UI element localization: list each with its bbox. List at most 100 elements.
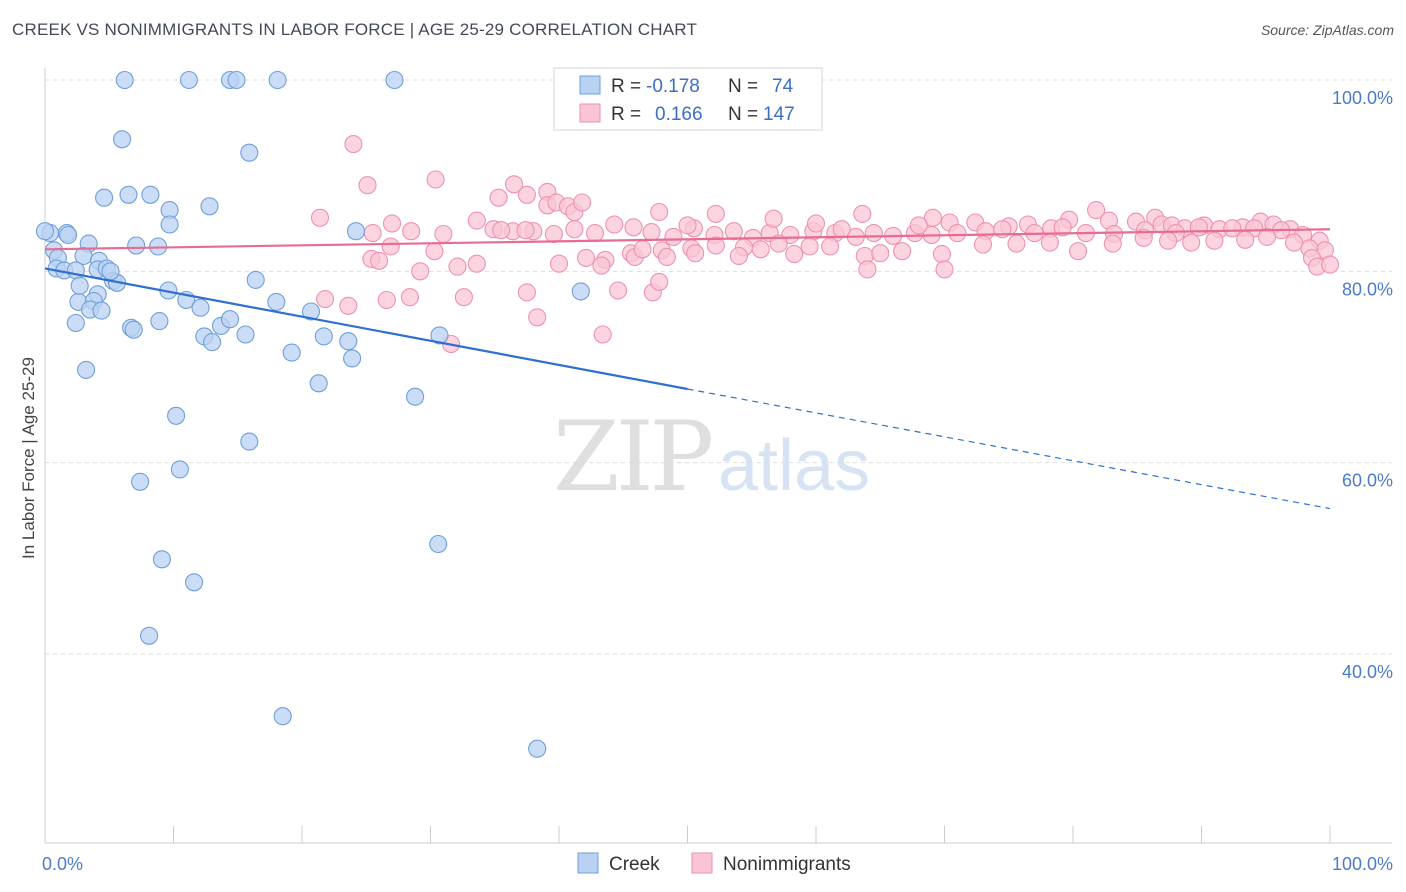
nonimmigrants-point: [467, 211, 486, 230]
creek-point: [179, 70, 198, 90]
legend-creek-r-value: -0.178: [646, 76, 700, 97]
nonimmigrants-point: [729, 246, 748, 266]
source-label: Source: ZipAtlas.com: [1260, 22, 1394, 38]
legend-swatch-nonimmigrants: [579, 103, 601, 123]
nonimmigrants-points: [310, 135, 1340, 354]
nonimmigrants-point: [363, 224, 382, 243]
creek-point: [301, 302, 321, 321]
nonimmigrants-point: [425, 242, 444, 261]
creek-point: [267, 292, 286, 311]
grid-lines: [45, 79, 1392, 655]
legend-creek-n-value: 74: [772, 76, 794, 97]
bottom-legend-nonimmigrants: Nonimmigrants: [723, 854, 851, 875]
nonimmigrants-point: [1320, 255, 1340, 274]
nonimmigrants-point: [800, 237, 819, 256]
creek-point: [282, 343, 301, 362]
nonimmigrants-point: [310, 208, 330, 227]
nonimmigrants-point: [344, 135, 363, 154]
nonimmigrants-point: [1182, 233, 1201, 252]
creek-point: [240, 432, 259, 451]
nonimmigrants-point: [973, 235, 993, 254]
creek-point: [101, 262, 120, 281]
creek-point: [406, 387, 425, 406]
creek-point: [167, 406, 186, 425]
nonimmigrants-point: [1223, 219, 1242, 238]
creek-point: [430, 326, 449, 345]
creek-point: [339, 332, 358, 351]
nonimmigrants-point: [434, 224, 453, 244]
nonimmigrants-point: [785, 245, 804, 264]
creek-point: [140, 626, 159, 645]
creek-point: [314, 327, 333, 346]
nonimmigrants-point: [1257, 227, 1277, 246]
nonimmigrants-point: [1159, 231, 1178, 250]
nonimmigrants-point: [1053, 218, 1072, 237]
nonimmigrants-point: [932, 245, 951, 264]
creek-trend-line-dashed: [687, 388, 1331, 510]
creek-point: [240, 143, 259, 162]
y-tick-label: 60.0%: [1342, 471, 1393, 491]
nonimmigrants-point: [382, 214, 402, 233]
nonimmigrants-point: [504, 175, 524, 194]
nonimmigrants-point: [585, 224, 605, 243]
creek-point: [59, 225, 78, 245]
nonimmigrants-point: [516, 221, 535, 240]
nonimmigrants-point: [686, 244, 705, 263]
legend-swatch-creek: [579, 75, 601, 95]
creek-point: [246, 270, 265, 289]
creek-point: [119, 185, 138, 204]
legend-non-n-value: 147: [763, 104, 795, 125]
creek-point: [268, 70, 287, 90]
nonimmigrants-point: [1103, 234, 1122, 253]
creek-point: [528, 739, 547, 758]
nonimmigrants-point: [544, 224, 563, 244]
y-axis-label: In Labor Force | Age 25-29: [19, 357, 38, 559]
nonimmigrants-point: [1007, 234, 1026, 253]
nonimmigrants-point: [935, 260, 954, 279]
nonimmigrants-point: [565, 220, 584, 239]
nonimmigrants-point: [528, 308, 547, 327]
nonimmigrants-point: [650, 202, 669, 222]
nonimmigrants-point: [592, 256, 611, 275]
nonimmigrants-point: [1284, 233, 1304, 252]
chart-title: CREEK VS NONIMMIGRANTS IN LABOR FORCE | …: [12, 20, 698, 39]
creek-point: [131, 472, 150, 491]
creek-point: [35, 222, 55, 241]
nonimmigrants-point: [605, 215, 624, 234]
nonimmigrants-point: [609, 281, 628, 300]
creek-point: [220, 310, 240, 329]
nonimmigrants-point: [853, 204, 872, 223]
nonimmigrants-point: [448, 257, 467, 276]
nonimmigrants-point: [549, 254, 569, 273]
nonimmigrants-trend-line: [44, 228, 1331, 251]
creek-point: [236, 325, 255, 344]
creek-trend-line: [44, 267, 688, 391]
watermark: ZIP atlas: [553, 401, 870, 513]
nonimmigrants-point: [1040, 233, 1059, 252]
creek-point: [429, 534, 448, 554]
creek-point: [309, 374, 328, 393]
axes: [44, 68, 1392, 844]
nonimmigrants-point: [678, 216, 697, 235]
nonimmigrants-point: [806, 214, 826, 233]
nonimmigrants-point: [358, 176, 377, 195]
nonimmigrants-point: [642, 223, 661, 242]
creek-point: [203, 333, 222, 352]
nonimmigrants-point: [1069, 242, 1088, 261]
creek-points: [35, 70, 590, 758]
nonimmigrants-point: [1236, 230, 1255, 249]
nonimmigrants-point: [1205, 231, 1224, 250]
nonimmigrants-point: [426, 170, 445, 189]
nonimmigrants-point: [657, 247, 676, 267]
nonimmigrants-point: [948, 224, 967, 243]
creek-point: [124, 320, 143, 339]
creek-point: [273, 707, 292, 726]
x-tick-label: 0.0%: [42, 854, 83, 874]
creek-point: [95, 188, 114, 207]
watermark-zip: ZIP: [553, 401, 712, 513]
nonimmigrants-point: [633, 240, 652, 259]
trend-lines: [44, 228, 1331, 510]
nonimmigrants-point: [467, 254, 486, 273]
legend-creek-n-label: N =: [728, 76, 758, 97]
nonimmigrants-point: [1134, 228, 1153, 247]
